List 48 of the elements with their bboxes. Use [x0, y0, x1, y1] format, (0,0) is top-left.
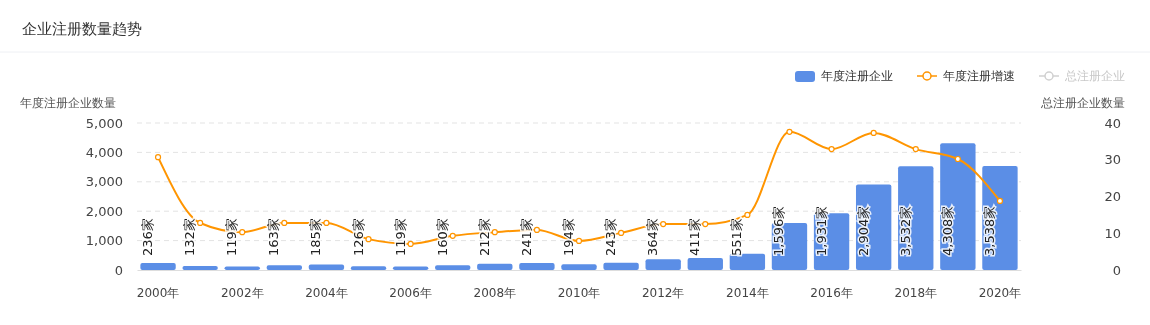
x-tick-label: 2012年	[641, 285, 685, 300]
x-tick-label: 2014年	[726, 285, 769, 300]
data-label: 119家	[392, 218, 408, 256]
legend-label: 年度注册企业	[821, 69, 893, 83]
data-label: 3,532家	[897, 205, 913, 256]
data-label: 185家	[308, 218, 324, 256]
y2-axis-title: 总注册企业数量	[1040, 96, 1125, 110]
x-tick-label: 2000年	[136, 285, 180, 300]
x-tick-label: 2016年	[810, 285, 853, 300]
chart-title: 企业注册数量趋势	[22, 20, 142, 38]
y2-tick-label: 20	[1104, 189, 1121, 205]
x-tick-label: 2010年	[557, 285, 601, 300]
y-tick-label: 1,000	[85, 233, 123, 249]
x-tick-label: 2004年	[305, 285, 348, 300]
y-tick-label: 0	[114, 262, 123, 278]
y-tick-label: 3,000	[85, 174, 123, 190]
data-label: 163家	[266, 218, 282, 256]
y2-tick-label: 30	[1104, 152, 1121, 168]
y-tick-label: 5,000	[85, 115, 123, 131]
y2-tick-label: 40	[1104, 115, 1121, 131]
data-label: 194家	[561, 218, 576, 256]
data-label: 243家	[603, 218, 619, 256]
data-label: 236家	[140, 218, 156, 256]
data-label: 132家	[182, 218, 198, 256]
data-label: 551家	[729, 218, 745, 256]
x-tick-label: 2006年	[389, 285, 432, 300]
x-tick-label: 2020年	[978, 285, 1022, 300]
data-label: 119家	[224, 218, 240, 256]
data-label: 212家	[476, 218, 492, 256]
data-label: 160家	[434, 218, 450, 256]
legend-label: 年度注册增速	[943, 69, 1015, 83]
data-label: 3,538家	[981, 205, 997, 256]
data-label: 241家	[518, 218, 534, 256]
data-label: 411家	[687, 218, 703, 256]
data-label: 4,308家	[939, 205, 955, 256]
y2-tick-label: 10	[1104, 225, 1121, 241]
data-label: 126家	[350, 218, 366, 256]
y2-tick-label: 0	[1112, 262, 1121, 278]
data-label: 1,596家	[771, 205, 787, 256]
data-label: 364家	[645, 218, 661, 256]
x-tick-label: 2008年	[473, 285, 517, 300]
data-label: 2,904家	[855, 205, 871, 256]
y-axis-title: 年度注册企业数量	[20, 96, 116, 110]
y-tick-label: 2,000	[85, 203, 123, 219]
y-tick-label: 4,000	[85, 145, 123, 161]
data-label: 1,931家	[813, 205, 829, 256]
x-tick-label: 2002年	[220, 285, 264, 300]
x-tick-label: 2018年	[894, 285, 938, 300]
